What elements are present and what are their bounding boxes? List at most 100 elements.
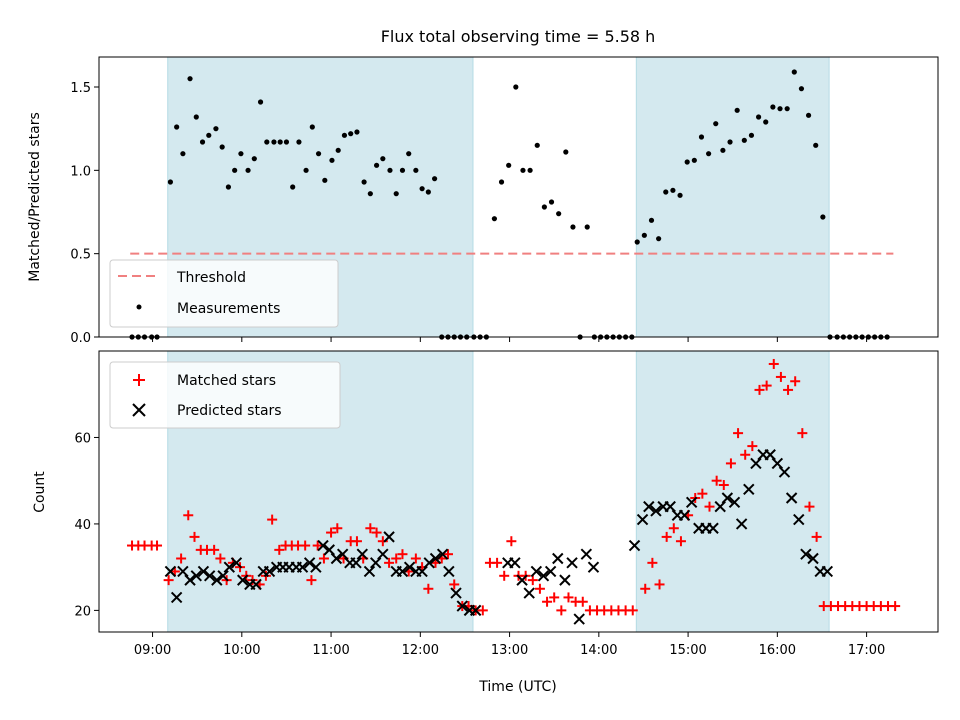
matched-point [534, 583, 545, 594]
matched-point [761, 380, 772, 391]
predicted-point [587, 561, 600, 573]
matched-point [647, 557, 658, 568]
matched-point [775, 371, 786, 382]
measurement-point [541, 204, 547, 210]
predicted-point [170, 591, 183, 604]
predicted-point [350, 557, 362, 569]
measurement-point [335, 147, 341, 153]
measurement-point [380, 156, 386, 162]
matched-point [811, 531, 822, 542]
measurement-point [684, 159, 690, 165]
x-tick-label: 09:00 [134, 643, 171, 658]
axes-frame-bottom [98, 350, 939, 633]
predicted-point [310, 561, 322, 573]
predicted-point [552, 552, 564, 565]
measurement-point [251, 156, 257, 162]
predicted-point [383, 531, 395, 543]
measurement-point [584, 224, 590, 230]
measurement-point [520, 167, 526, 173]
matched-point [365, 523, 376, 534]
x-axis-label: Time (UTC) [478, 679, 556, 695]
measurement-point [691, 157, 697, 163]
count-points [127, 358, 901, 625]
predicted-point [190, 570, 202, 582]
y-tick-label: 1.0 [70, 164, 91, 179]
matched-point [209, 544, 220, 555]
y-tick-label: 20 [74, 604, 91, 619]
matched-point [442, 549, 453, 560]
predicted-point [369, 557, 382, 569]
measurement-point [277, 139, 283, 145]
predicted-point [530, 565, 543, 578]
x-tick-label: 17:00 [848, 643, 885, 658]
predicted-point [296, 561, 309, 573]
matched-point [542, 596, 553, 607]
predicted-point [707, 522, 719, 534]
y-tick-label: 0.0 [70, 331, 91, 346]
measurement-point [341, 132, 348, 138]
measurement-point [663, 189, 669, 195]
legend-bottom: Matched stars Predicted stars [109, 361, 341, 429]
predicted-point [436, 548, 449, 560]
measurement-point [777, 106, 783, 112]
legend-measurement-label: Measurements [177, 301, 280, 317]
measurement-point [734, 107, 740, 113]
legend-box-top [109, 259, 339, 328]
matched-point [300, 540, 311, 551]
matched-point [747, 441, 758, 452]
matched-point [797, 428, 808, 439]
matched-point [312, 540, 323, 551]
predicted-point [396, 565, 409, 578]
predicted-point [807, 552, 819, 565]
measurement-points [129, 69, 890, 340]
measurement-point [167, 179, 174, 185]
matched-point [549, 592, 560, 603]
predicted-point [363, 565, 376, 578]
legend-measurement-swatch [136, 304, 142, 310]
predicted-point [516, 574, 528, 586]
predicted-point [330, 552, 343, 565]
measurement-point [399, 167, 406, 173]
panel-ratio: 0.0 0.5 1.0 1.5 Matched/Predicted stars Thr… [27, 56, 939, 346]
matched-point [306, 575, 317, 586]
measurement-point [406, 151, 412, 157]
predicted-point [456, 600, 468, 612]
matched-point [397, 549, 408, 560]
predicted-point [217, 570, 229, 582]
matched-point [391, 553, 402, 564]
predicted-point [443, 565, 455, 578]
matched-point [783, 384, 794, 395]
measurement-point [393, 191, 399, 197]
measurement-point [727, 139, 733, 145]
predicted-point [230, 557, 243, 569]
x-axis-ticks-bottom: 09:00 10:00 11:00 12:00 13:00 14:00 15:00 16:00… [134, 632, 885, 658]
measurement-point [174, 124, 180, 130]
measurement-point [303, 167, 309, 173]
panel-counts: 20 40 60 09:00 10:00 11:00 12:00 13:00 14:00 15:… [32, 350, 939, 695]
predicted-point [377, 548, 389, 560]
matched-point [640, 583, 651, 594]
y-tick-label: 0.5 [70, 248, 91, 263]
predicted-point [643, 500, 655, 513]
measurement-point [755, 114, 762, 120]
predicted-point [650, 505, 662, 517]
measurement-point [413, 167, 419, 173]
measurement-point [193, 114, 199, 120]
matched-point [527, 575, 538, 586]
measurement-point [387, 167, 393, 173]
matched-point [492, 557, 503, 568]
predicted-point [509, 557, 521, 569]
matched-point [163, 575, 174, 586]
legend-predicted-label: Predicted stars [177, 403, 282, 419]
predicted-point [544, 565, 557, 578]
matched-point [740, 449, 751, 460]
measurement-point [698, 134, 705, 140]
y-tick-label: 40 [74, 518, 91, 533]
matched-point [718, 480, 729, 491]
matched-point [176, 553, 187, 564]
x-tick-label: 14:00 [580, 643, 617, 658]
predicted-point [735, 518, 748, 530]
measurement-point [180, 151, 186, 157]
measurement-point [770, 104, 776, 110]
predicted-point [164, 565, 177, 578]
